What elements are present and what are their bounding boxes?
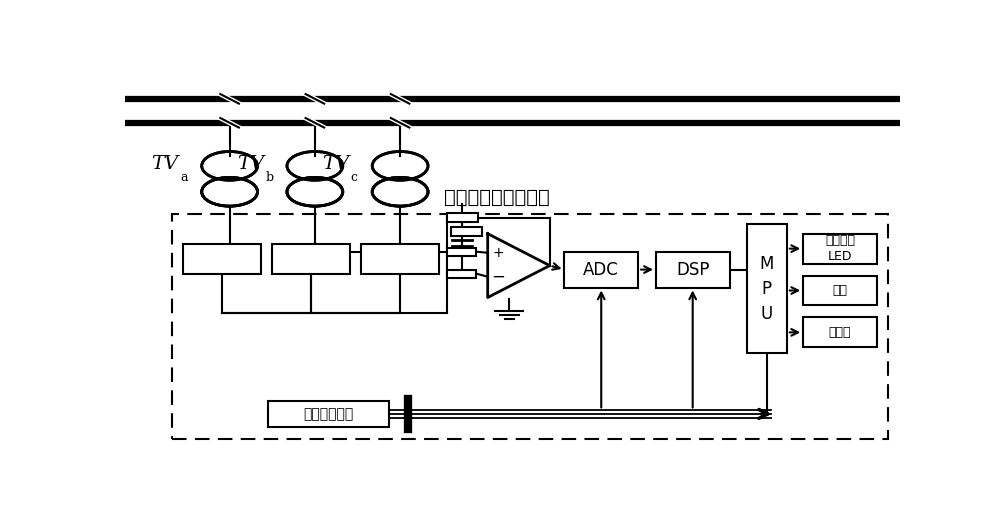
Bar xyxy=(656,252,730,287)
Text: TV: TV xyxy=(151,155,178,173)
Ellipse shape xyxy=(202,178,258,206)
Bar xyxy=(268,401,388,427)
Bar xyxy=(447,213,478,222)
Bar xyxy=(172,214,888,439)
Text: 电压互感器监测装置: 电压互感器监测装置 xyxy=(444,188,550,207)
Text: TV: TV xyxy=(383,249,404,263)
Ellipse shape xyxy=(287,178,343,206)
Text: 3: 3 xyxy=(407,258,414,268)
Text: 开关电源模块: 开关电源模块 xyxy=(303,407,354,421)
Bar xyxy=(803,234,877,264)
Bar xyxy=(361,243,439,274)
Text: −: − xyxy=(492,268,505,286)
Text: TV: TV xyxy=(294,249,315,263)
Ellipse shape xyxy=(372,178,428,206)
Polygon shape xyxy=(488,234,550,297)
Text: TV: TV xyxy=(237,155,264,173)
Bar xyxy=(803,276,877,306)
Text: 状态指示
LED: 状态指示 LED xyxy=(825,234,855,263)
Bar xyxy=(447,269,476,278)
Text: 1: 1 xyxy=(228,258,236,268)
Bar xyxy=(747,224,787,353)
Text: M
P
U: M P U xyxy=(760,254,774,323)
Bar xyxy=(803,318,877,348)
Text: 键盘: 键盘 xyxy=(832,284,847,297)
Text: 2: 2 xyxy=(318,258,325,268)
Text: a: a xyxy=(180,171,188,184)
Bar xyxy=(183,243,261,274)
Text: TV: TV xyxy=(322,155,349,173)
Text: DSP: DSP xyxy=(676,261,709,279)
Text: ADC: ADC xyxy=(583,261,619,279)
Text: c: c xyxy=(351,171,358,184)
Text: TV: TV xyxy=(205,249,226,263)
Bar xyxy=(450,227,482,236)
Bar xyxy=(272,243,350,274)
Bar xyxy=(564,252,638,287)
Bar xyxy=(447,248,476,255)
Text: b: b xyxy=(265,171,273,184)
Text: 显示器: 显示器 xyxy=(829,326,851,339)
Text: +: + xyxy=(493,246,504,260)
